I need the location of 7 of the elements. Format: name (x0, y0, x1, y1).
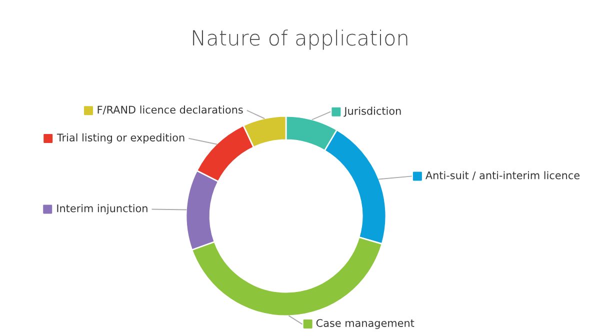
legend-label: Case management (316, 319, 414, 329)
legend-label: F/RAND licence declarations (98, 106, 243, 114)
chart-title: Nature of application (193, 30, 408, 50)
legend-label: Anti-suit / anti-interim licence (426, 171, 580, 180)
legend-label: Interim injunction (57, 204, 148, 214)
legend-label: Jurisdiction (344, 106, 401, 117)
legend-label: Trial listing or expedition (56, 133, 184, 144)
